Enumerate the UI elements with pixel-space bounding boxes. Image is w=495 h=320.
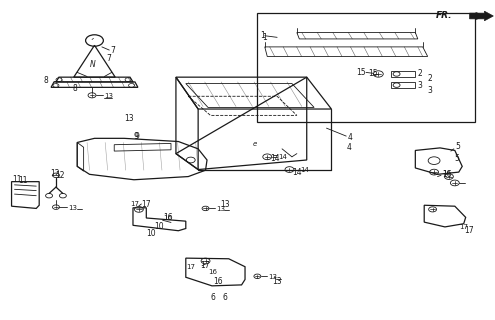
Text: 10: 10 bbox=[147, 229, 156, 238]
Text: 5: 5 bbox=[456, 142, 461, 151]
Text: FR.: FR. bbox=[436, 11, 452, 20]
Text: 14: 14 bbox=[292, 168, 301, 177]
Text: 7: 7 bbox=[110, 46, 115, 55]
Text: 2: 2 bbox=[428, 74, 433, 83]
Text: 2: 2 bbox=[418, 69, 423, 78]
Text: 13: 13 bbox=[124, 114, 134, 123]
Text: 14: 14 bbox=[300, 167, 309, 173]
Text: 5: 5 bbox=[455, 154, 460, 163]
FancyArrow shape bbox=[470, 11, 494, 21]
Text: 14: 14 bbox=[270, 154, 279, 163]
Text: 13: 13 bbox=[68, 205, 77, 211]
Text: 14: 14 bbox=[278, 155, 287, 160]
Text: 11: 11 bbox=[12, 175, 22, 184]
Text: 17: 17 bbox=[200, 261, 210, 270]
Text: 3: 3 bbox=[428, 86, 433, 95]
Text: N: N bbox=[90, 60, 96, 69]
Text: 13: 13 bbox=[272, 277, 282, 286]
Text: 10: 10 bbox=[154, 222, 163, 231]
Text: 13: 13 bbox=[216, 206, 225, 212]
Text: 4: 4 bbox=[346, 143, 351, 152]
Text: 9: 9 bbox=[135, 132, 140, 140]
Text: 3: 3 bbox=[418, 81, 423, 90]
Text: 16: 16 bbox=[163, 213, 173, 222]
Text: 16: 16 bbox=[213, 276, 223, 285]
Text: 13: 13 bbox=[220, 200, 230, 209]
Text: 15: 15 bbox=[356, 68, 366, 77]
Text: 15: 15 bbox=[368, 69, 378, 78]
Text: 16: 16 bbox=[163, 215, 173, 221]
Text: 1: 1 bbox=[260, 31, 265, 40]
Text: 13: 13 bbox=[104, 93, 113, 99]
Text: 11: 11 bbox=[18, 176, 27, 185]
Text: 17: 17 bbox=[187, 264, 196, 270]
Text: 17: 17 bbox=[459, 224, 468, 230]
Text: 12: 12 bbox=[55, 172, 64, 180]
Text: 7: 7 bbox=[107, 53, 112, 62]
Text: 4: 4 bbox=[347, 132, 352, 141]
Text: e: e bbox=[252, 141, 257, 147]
Text: 16: 16 bbox=[208, 269, 217, 275]
Text: 17: 17 bbox=[130, 201, 139, 207]
Text: 16: 16 bbox=[443, 170, 451, 176]
Text: 13: 13 bbox=[268, 274, 277, 280]
Text: 17: 17 bbox=[465, 226, 474, 235]
Text: 6: 6 bbox=[223, 292, 228, 301]
Text: 9: 9 bbox=[134, 132, 139, 140]
Text: 17: 17 bbox=[142, 200, 151, 209]
Text: 8: 8 bbox=[44, 76, 48, 85]
Text: 1: 1 bbox=[262, 33, 267, 42]
Text: 6: 6 bbox=[210, 293, 215, 302]
Text: 12: 12 bbox=[50, 169, 59, 178]
Text: 8: 8 bbox=[72, 84, 77, 93]
Text: 16: 16 bbox=[443, 170, 452, 179]
